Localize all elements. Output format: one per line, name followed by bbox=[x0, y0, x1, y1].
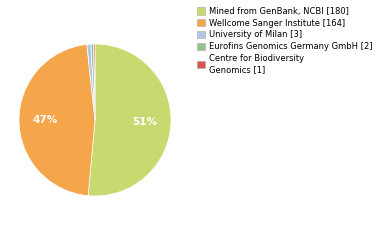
Wedge shape bbox=[87, 44, 95, 120]
Wedge shape bbox=[88, 44, 171, 196]
Text: 47%: 47% bbox=[33, 115, 58, 126]
Text: 51%: 51% bbox=[132, 117, 157, 127]
Wedge shape bbox=[91, 44, 95, 120]
Wedge shape bbox=[93, 44, 95, 120]
Wedge shape bbox=[19, 44, 95, 196]
Legend: Mined from GenBank, NCBI [180], Wellcome Sanger Institute [164], University of M: Mined from GenBank, NCBI [180], Wellcome… bbox=[194, 4, 375, 76]
